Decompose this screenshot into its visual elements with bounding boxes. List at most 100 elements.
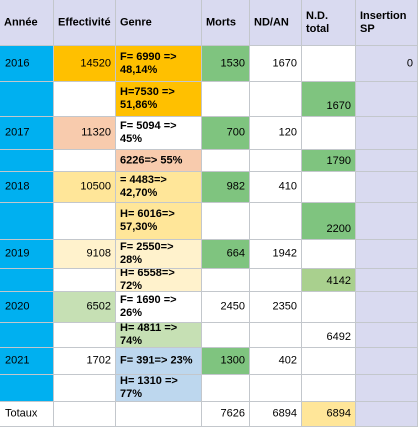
table-row-4-annee: 2018 (0, 172, 54, 203)
table-row-0-effectivite-text: 14520 (80, 57, 111, 69)
table-row-6-annee-text: 2019 (5, 247, 30, 260)
table-row-8-effectivite-text: 6502 (86, 300, 111, 313)
table-row-2-effectivite: 11320 (54, 117, 116, 150)
table-row-10-nd-an-text: 402 (278, 354, 297, 367)
table-row-11-nd-an (250, 375, 302, 402)
table-row-9-nd-total: 6492 (302, 323, 356, 348)
totals-effectivite (54, 402, 116, 427)
table-row-6-nd-an: 1942 (250, 240, 302, 269)
table-row-11-nd-total (302, 375, 356, 402)
totals-morts: 7626 (202, 402, 250, 427)
table-row-4-nd-an: 410 (250, 172, 302, 203)
table-row-5-nd-total: 2200 (302, 203, 356, 240)
header-effectivite-text: Effectivité (58, 16, 111, 28)
table-row-2-annee-text: 2017 (5, 126, 30, 139)
table-row-0-morts: 1530 (202, 46, 250, 82)
header-nd-an-text: ND/AN (254, 16, 289, 28)
table-row-3-nd-an (250, 150, 302, 172)
table-row-5-annee (0, 203, 54, 240)
header-annee-text: Année (4, 16, 38, 28)
table-row-8-annee: 2020 (0, 292, 54, 323)
table-row-11-morts (202, 375, 250, 402)
table-row-6-genre-text: F= 2550=> 28% (120, 241, 174, 266)
table-row-9-insertion-sp (356, 323, 418, 348)
table-row-2-nd-total (302, 117, 356, 150)
table-row-8-insertion-sp (356, 292, 418, 323)
table-row-9-nd-an (250, 323, 302, 348)
table-row-8-genre-text: F= 1690 => 26% (120, 294, 177, 319)
table-row-9-genre: H= 4811 => 74% (116, 323, 202, 348)
table-row-4-morts-text: 982 (226, 180, 245, 193)
totals-annee: Totaux (0, 402, 54, 427)
table-row-4-nd-an-text: 410 (278, 180, 297, 193)
table-row-4-genre: = 4483=> 42,70% (116, 172, 202, 203)
table-row-2-nd-an-text: 120 (278, 126, 297, 139)
header-morts-text: Morts (206, 16, 236, 28)
table-row-6-annee: 2019 (0, 240, 54, 269)
header-insertion-sp-text: Insertion SP (360, 10, 407, 35)
table-row-2-nd-an: 120 (250, 117, 302, 150)
table-row-5-insertion-sp (356, 203, 418, 240)
table-row-7-genre: H= 6558=> 72% (116, 269, 202, 292)
header-insertion-sp: Insertion SP (356, 0, 418, 46)
table-row-0-annee-text: 2016 (5, 57, 30, 69)
table-row-10-annee: 2021 (0, 348, 54, 375)
header-annee: Année (0, 0, 54, 46)
table-row-10-effectivite: 1702 (54, 348, 116, 375)
table-row-8-morts: 2450 (202, 292, 250, 323)
table-row-6-nd-total (302, 240, 356, 269)
table-row-8-nd-an-text: 2350 (272, 300, 297, 313)
table-row-11-effectivite (54, 375, 116, 402)
table-row-3-morts (202, 150, 250, 172)
table-row-1-insertion-sp (356, 82, 418, 117)
table-row-6-morts-text: 664 (226, 247, 245, 260)
table-row-6-effectivite-text: 9108 (86, 247, 111, 260)
table-row-0-nd-an: 1670 (250, 46, 302, 82)
table-row-11-genre-text: H= 1310 => 77% (120, 375, 178, 400)
totals-nd-total-text: 6894 (326, 407, 351, 420)
table-row-3-genre: 6226=> 55% (116, 150, 202, 172)
table-row-7-genre-text: H= 6558=> 72% (120, 269, 175, 292)
table-row-9-effectivite (54, 323, 116, 348)
table-row-3-annee (0, 150, 54, 172)
table-row-11-genre: H= 1310 => 77% (116, 375, 202, 402)
table-row-10-genre: F= 391=> 23% (116, 348, 202, 375)
table-row-10-effectivite-text: 1702 (86, 354, 111, 367)
table-row-3-effectivite (54, 150, 116, 172)
table-row-8-morts-text: 2450 (220, 300, 245, 313)
table-row-1-genre-text: H=7530 => 51,86% (120, 86, 175, 111)
table-row-1-annee (0, 82, 54, 117)
table-row-6-effectivite: 9108 (54, 240, 116, 269)
table-row-6-genre: F= 2550=> 28% (116, 240, 202, 269)
table-row-6-nd-an-text: 1942 (272, 247, 297, 260)
table-row-8-nd-total (302, 292, 356, 323)
totals-morts-text: 7626 (220, 407, 245, 420)
header-morts: Morts (202, 0, 250, 46)
table-row-0-insertion-sp: 0 (356, 46, 418, 82)
table-row-4-genre-text: = 4483=> 42,70% (120, 174, 167, 199)
table-row-10-morts-text: 1300 (220, 354, 245, 367)
table-row-0-annee: 2016 (0, 46, 54, 82)
table-row-5-genre: H= 6016=> 57,30% (116, 203, 202, 240)
table-row-5-genre-text: H= 6016=> 57,30% (120, 208, 175, 233)
table-row-10-insertion-sp (356, 348, 418, 375)
table-row-9-morts (202, 323, 250, 348)
table-row-0-insertion-sp-text: 0 (406, 57, 413, 69)
header-nd-total: N.D. total (302, 0, 356, 46)
table-row-4-insertion-sp (356, 172, 418, 203)
totals-annee-text: Totaux (5, 407, 38, 420)
table-row-0-genre: F= 6990 => 48,14% (116, 46, 202, 82)
table-row-0-genre-text: F= 6990 => 48,14% (120, 50, 177, 76)
header-nd-total-text: N.D. total (306, 10, 330, 35)
table-row-10-annee-text: 2021 (5, 354, 30, 367)
table-row-0-nd-an-text: 1670 (272, 57, 297, 69)
table-row-9-genre-text: H= 4811 => 74% (120, 323, 178, 347)
totals-nd-total: 6894 (302, 402, 356, 427)
table-row-5-effectivite (54, 203, 116, 240)
table-row-7-morts (202, 269, 250, 292)
table-row-7-effectivite (54, 269, 116, 292)
table-row-10-nd-an: 402 (250, 348, 302, 375)
totals-nd-an: 6894 (250, 402, 302, 427)
table-row-2-genre-text: F= 5094 => 45% (120, 120, 177, 145)
